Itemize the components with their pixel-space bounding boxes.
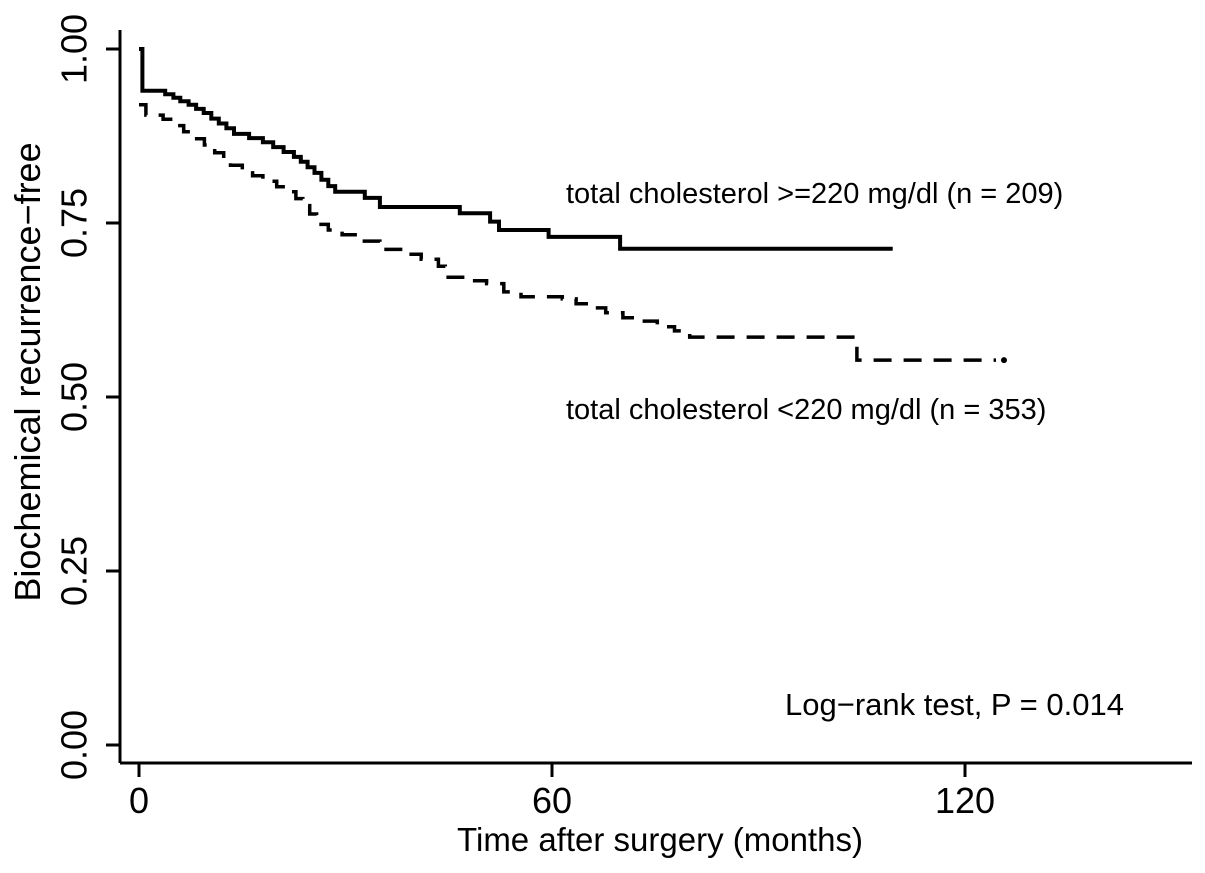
series-label-high-cholesterol: total cholesterol >=220 mg/dl (n = 209) xyxy=(566,178,1064,210)
y-tick-label: 0.00 xyxy=(54,710,95,780)
y-tick-label: 0.75 xyxy=(54,188,95,258)
y-tick-label: 1.00 xyxy=(54,14,95,84)
logrank-pvalue-annotation: Log−rank test, P = 0.014 xyxy=(785,687,1124,722)
km-curve-end-dot xyxy=(1000,357,1007,364)
y-tick-label: 0.50 xyxy=(54,362,95,432)
x-tick-label: 60 xyxy=(532,780,572,821)
km-curve-high-cholesterol xyxy=(139,47,893,251)
x-tick-label: 120 xyxy=(935,780,995,821)
series-label-low-cholesterol: total cholesterol <220 mg/dl (n = 353) xyxy=(566,394,1047,426)
x-axis-title: Time after surgery (months) xyxy=(457,821,863,858)
y-axis-title: Biochemical recurrence−free xyxy=(7,142,48,602)
x-tick-label: 0 xyxy=(129,780,149,821)
y-tick-label: 0.25 xyxy=(54,536,95,606)
km-curve-low-cholesterol xyxy=(139,102,996,362)
